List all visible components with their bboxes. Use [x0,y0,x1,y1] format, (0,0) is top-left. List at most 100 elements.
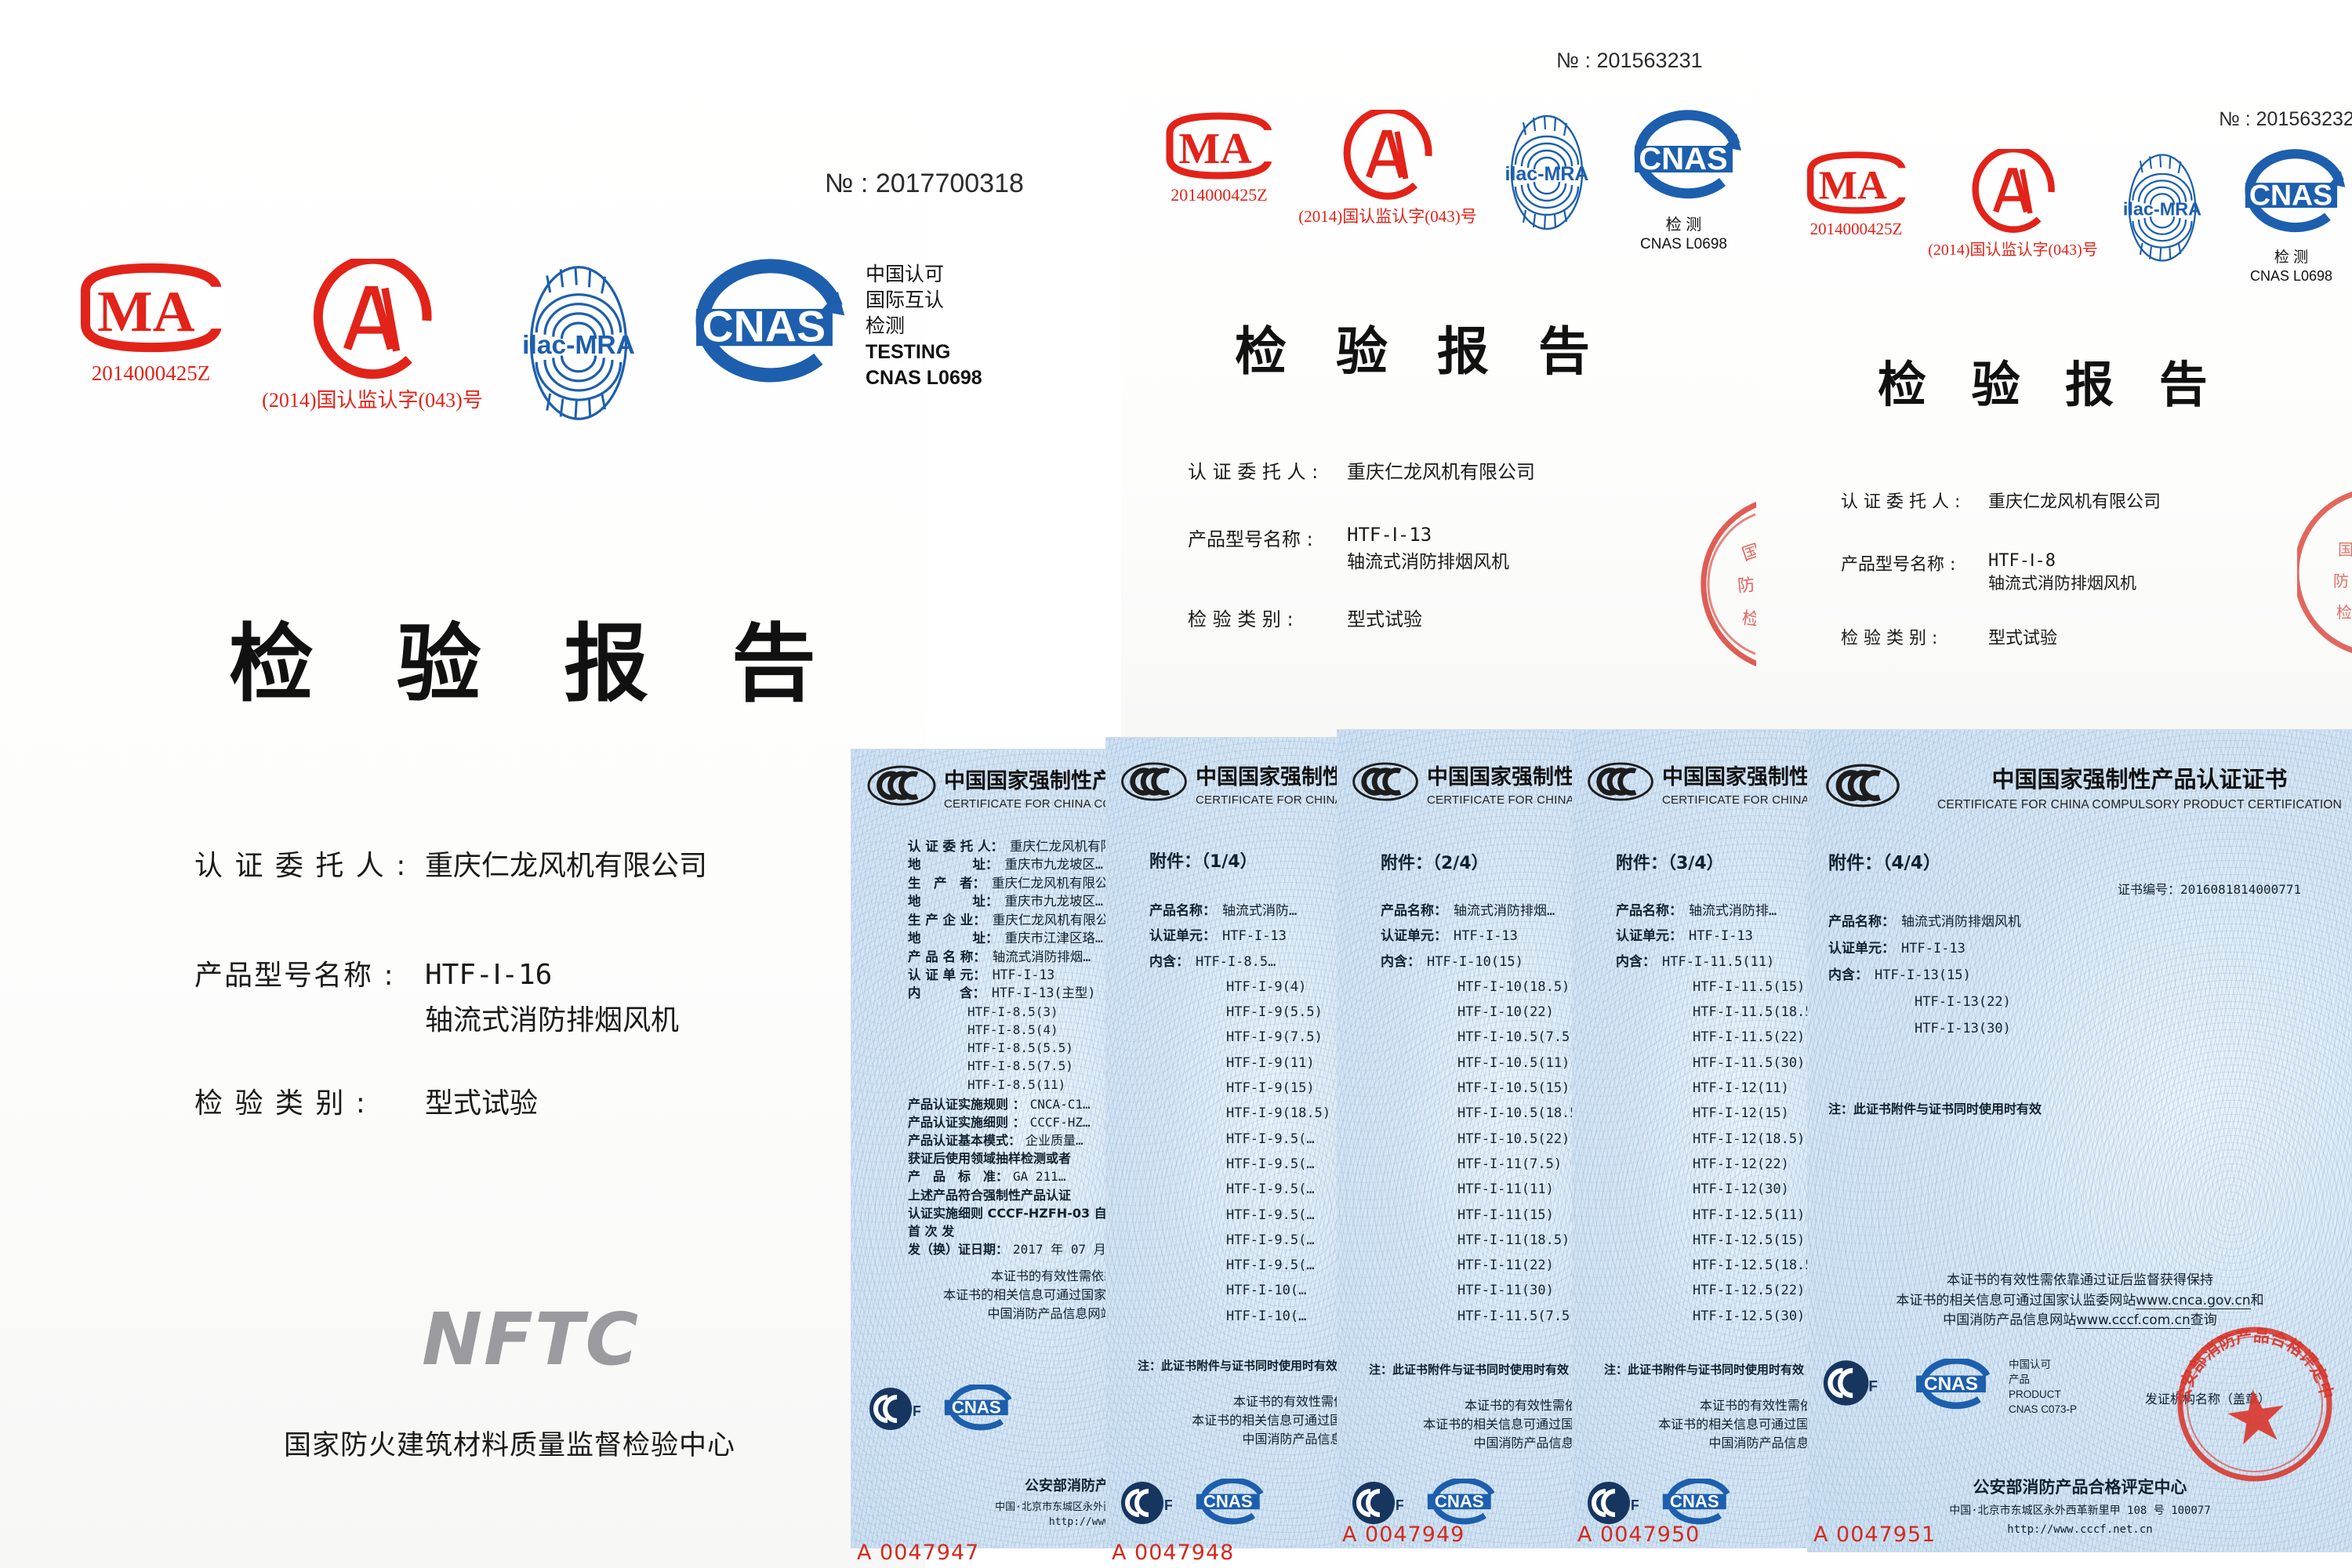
ccc-extra-row: 产 品 标 准： GA 211… [908,1167,1109,1185]
ccc-title-en: CERTIFICATE FOR CHINA COMPULSORY PRODUCT… [1427,793,1575,807]
ccc-models-3: HTF-I-10(18.5) HTF-I-10(22) HTF-I-10.5(7.5… [1381,975,1576,1329]
ccc-emblem-icon [1825,764,1900,811]
report-title-middle: 检 验 报 告 [1235,321,1606,382]
ccc-extra-row: 产品认证实施细则 ： CCCF-HZ… [908,1113,1109,1131]
cnas-caption-line-1: CNAS L0698 [1640,236,1727,252]
cnas-accreditation-lines: 中国认可 国际互认 检测 TESTING CNAS L0698 [866,262,982,391]
ccc-model-item: HTF-I-10.5(22) [1457,1131,1570,1147]
ccc-field-label: 认证单元： [1149,928,1216,945]
cnas-product-line-1: 产品 [2009,1374,2030,1386]
ccc-model-item: HTF-I-8.5(4) [967,1022,1058,1037]
cnas-caption-right: 检 测 CNAS L0698 [2250,249,2332,285]
svg-text:CNAS: CNAS [1670,1492,1719,1512]
field-value: 重庆仁龙风机有限公司 [425,850,708,882]
report-number-right: № : 201563232 [2219,108,2352,130]
ccc-model-item: HTF-I-12(15) [1693,1105,1789,1122]
cnas-product-line-3: CNAS C073-P [2009,1403,2078,1416]
ccc-emblem-icon [1352,762,1419,804]
ccc-field-label: 认证单元： [1828,941,1895,956]
svg-text:CNAS: CNAS [952,1398,1001,1417]
ccc-address-1: 中国·北京市东城区永外西革新里甲 108 号 100077 [995,1501,1109,1513]
ccc-serial-3: A 0047949 [1342,1523,1465,1547]
ccc-footer-line-2: 本证书的相关信息可通过国家认监委网站www.cnca.gov.cn和 [1817,1291,2343,1312]
ccc-certificate-number-5: 证书编号：2016081814000771 [2118,879,2301,898]
ccc-footer-line3-text: 中国消防产品信息网站 [1473,1436,1575,1450]
ccc-note-2: 注：此证书附件与证书同时使用时有效 [1138,1359,1338,1373]
ccc-footer-line3-text: 中国消防产品信息网站 [1242,1432,1340,1446]
ccc-title-cn: 中国国家强制性产品认证证书 [1196,765,1340,789]
ccc-field-label: 认证单元： [1381,928,1447,945]
ccc-title-group: 中国国家强制性产品认证证书 CERTIFICATE FOR CHINA COMP… [944,764,1109,811]
ccc-extra-row: 上述产品符合强制性产品认证 [908,1186,1109,1204]
ilac-mra-icon: ilac-MRA [1496,110,1598,239]
svg-text:CNAS: CNAS [1924,1374,1978,1395]
ccc-model-item: HTF-I-11.5(30) [1693,1054,1806,1071]
ccc-attachment-label-2: 附件：（1/4） [1149,852,1258,872]
ccc-field-label: 内含： [1381,953,1421,970]
ccc-field-value: 轴流式消防排… [1689,903,1777,919]
ccc-field-label: 认证单元： [1616,928,1682,945]
ccc-field-row: 地 址： 重庆市九龙坡区… [908,892,1109,910]
ccc-website-1[interactable]: http://www.cccf.net.cn [1048,1516,1109,1528]
ccc-field-value: 重庆仁龙风机有限公司 [1009,839,1109,854]
ccc-website-5[interactable]: http://www.cccf.net.cn [2007,1523,2153,1536]
field-model-right: 产品型号名称 : HTF-Ⅰ-8 轴流式消防排烟风机 [1841,550,2136,594]
ccc-field-row: 内 含： HTF-I-13(主型) [908,984,1109,1002]
field-value: 型式试验 [1347,608,1422,630]
ilac-mra-block: ilac-MRA [2097,149,2227,270]
ccc-model-item: HTF-I-12(18.5) [1693,1131,1806,1147]
ccc-footer-line-1: 本证书的有效性需依靠通过证后监督获得保持 [1232,1394,1340,1409]
ccc-field-label: 产品名称： [1616,903,1682,919]
ccc-footer-line-3: 中国消防产品信息网站www.cccf.com.cn查询 [866,1305,1109,1323]
cnas-block-middle: CNAS 检 测 CNAS L0698 [1615,110,1752,254]
ccc-field-value: 轴流式消防排烟… [992,949,1091,964]
ccc-attachment-label-3: 附件：（2/4） [1381,854,1489,873]
ccc-footer-line3-text: 中国消防产品信息网站 [987,1306,1109,1321]
cal-mark-block: (2014)国认监认字(043)号 [255,259,490,413]
field-label: 检 验 类 别 : [1841,629,1938,648]
ccc-extra-value: 2017 年 07 月… [1013,1242,1109,1258]
ccc-cnas-icon: CNAS [1414,1477,1501,1529]
ccc-field-label: 内含： [1616,953,1656,970]
ccc-footer-line-3: 中国消防产品信息网站www.cccf.com.cn [1582,1434,1810,1453]
ma-icon: MA [1160,110,1278,182]
ccc-header: 中国国家强制性产品认证证书 CERTIFICATE FOR CHINA COMP… [1825,761,2351,812]
field-value: 型式试验 [425,1087,539,1120]
report-title-main: 检 验 报 告 [229,615,843,713]
ccc-title-cn: 中国国家强制性产品认证证书 [1662,765,1810,789]
cnca-url[interactable]: www.cnca.gov.cn [2136,1292,2251,1309]
ccc-extra-label: 产品认证基本模式： [908,1133,1022,1149]
ccc-certno-value: 2016081814000771 [2180,882,2302,897]
ma-mark-block: MA 2014000425Z [1141,110,1298,205]
ccc-footer-line2-tail: 和 [2250,1292,2264,1308]
ccc-footer-line-1: 本证书的有效性需依靠通过证后监督获得保持 [1699,1398,1810,1413]
ccc-models-2: HTF-I-9(4) HTF-I-9(5.5) HTF-I-9(7.5) HTF-I-… [1149,975,1340,1329]
ccc-serial-4: A 0047950 [1577,1523,1700,1547]
ccc-badges-2: F CNAS [1120,1477,1269,1530]
ma-caption: 2014000425Z [91,361,211,385]
ccc-certificate-2: 中国国家强制性产品认证证书 CERTIFICATE FOR CHINA COMP… [1105,737,1341,1548]
field-category-right: 检 验 类 别 : 型式试验 [1841,624,2057,649]
svg-text:MA: MA [1178,125,1252,173]
cnas-product-line-2: PRODUCT [2009,1388,2061,1401]
ccc-f-mark-icon: F [869,1385,921,1436]
ccc-footer-4: 本证书的有效性需依靠通过证后监督获得保持 本证书的相关信息可通过国家认监委网站w… [1582,1396,1810,1453]
ccc-model-item: HTF-I-10.5(7.5) [1457,1029,1576,1046]
cccf-url[interactable]: www.cccf.com.cn [2076,1312,2190,1329]
ccc-field-value: 轴流式消防排烟… [1454,903,1555,919]
ccc-footer-line3-text: 中国消防产品信息网站 [1708,1436,1810,1450]
ccc-field-row: 地 址： 重庆市九龙坡区… [908,855,1109,873]
ccc-serial-2: A 0047948 [1112,1541,1235,1565]
ccc-model-item: HTF-I-8.5(5.5) [967,1040,1073,1056]
nftc-organization: 国家防火建筑材料质量监督检验中心 [284,1430,736,1461]
svg-text:F: F [913,1403,920,1419]
ccc-field-value: HTF-I-13 [1454,928,1518,945]
ccc-field-value: 重庆仁龙风机有限公司 [992,912,1109,927]
nftc-logo: NFTC [422,1298,641,1381]
field-value: HTF-Ⅰ-8 [1988,551,2056,571]
ccc-extra-value: 企业质量… [1025,1133,1083,1149]
ccc-footer-1: 本证书的有效性需依靠通过证后监督获得保持 本证书的相关信息可通过国家认监委网站w… [866,1267,1109,1323]
cal-icon [1969,149,2057,235]
